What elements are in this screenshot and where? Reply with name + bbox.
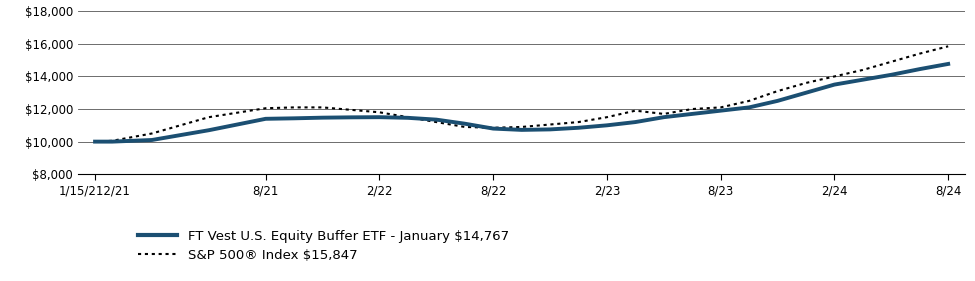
S&P 500® Index $15,847 [488,126,499,130]
FT Vest U.S. Equity Buffer ETF - January $14,767 [106,140,118,143]
S&P 500® Index $15,847 [942,45,954,48]
S&P 500® Index $15,847 [289,106,300,109]
FT Vest U.S. Equity Buffer ETF - January $14,767 [90,140,101,143]
FT Vest U.S. Equity Buffer ETF - January $14,767 [146,138,158,142]
FT Vest U.S. Equity Buffer ETF - January $14,767 [402,116,413,119]
S&P 500® Index $15,847 [203,115,214,119]
FT Vest U.S. Equity Buffer ETF - January $14,767 [658,115,670,119]
S&P 500® Index $15,847 [715,106,726,109]
FT Vest U.S. Equity Buffer ETF - January $14,767 [373,115,385,119]
S&P 500® Index $15,847 [317,106,329,109]
S&P 500® Index $15,847 [572,120,584,124]
S&P 500® Index $15,847 [345,108,357,112]
S&P 500® Index $15,847 [743,99,755,103]
S&P 500® Index $15,847 [857,68,869,72]
S&P 500® Index $15,847 [658,112,670,115]
FT Vest U.S. Equity Buffer ETF - January $14,767 [516,128,527,132]
FT Vest U.S. Equity Buffer ETF - January $14,767 [914,67,925,71]
FT Vest U.S. Equity Buffer ETF - January $14,767 [572,126,584,130]
S&P 500® Index $15,847 [90,140,101,143]
Line: FT Vest U.S. Equity Buffer ETF - January $14,767: FT Vest U.S. Equity Buffer ETF - January… [96,64,948,142]
FT Vest U.S. Equity Buffer ETF - January $14,767 [630,120,642,124]
S&P 500® Index $15,847 [829,75,840,78]
S&P 500® Index $15,847 [259,106,271,110]
S&P 500® Index $15,847 [516,125,527,129]
FT Vest U.S. Equity Buffer ETF - January $14,767 [686,112,698,115]
S&P 500® Index $15,847 [601,115,613,119]
S&P 500® Index $15,847 [459,125,471,129]
S&P 500® Index $15,847 [146,132,158,135]
FT Vest U.S. Equity Buffer ETF - January $14,767 [857,78,869,81]
S&P 500® Index $15,847 [885,60,897,64]
S&P 500® Index $15,847 [106,139,118,142]
S&P 500® Index $15,847 [630,109,642,112]
FT Vest U.S. Equity Buffer ETF - January $14,767 [601,124,613,127]
FT Vest U.S. Equity Buffer ETF - January $14,767 [743,106,755,109]
S&P 500® Index $15,847 [373,111,385,114]
FT Vest U.S. Equity Buffer ETF - January $14,767 [715,109,726,112]
S&P 500® Index $15,847 [800,81,812,85]
S&P 500® Index $15,847 [402,115,413,119]
FT Vest U.S. Equity Buffer ETF - January $14,767 [345,116,357,119]
S&P 500® Index $15,847 [914,52,925,55]
S&P 500® Index $15,847 [686,107,698,111]
Legend: FT Vest U.S. Equity Buffer ETF - January $14,767, S&P 500® Index $15,847: FT Vest U.S. Equity Buffer ETF - January… [137,230,509,262]
Line: S&P 500® Index $15,847: S&P 500® Index $15,847 [96,46,948,142]
FT Vest U.S. Equity Buffer ETF - January $14,767 [259,117,271,121]
S&P 500® Index $15,847 [771,89,783,93]
FT Vest U.S. Equity Buffer ETF - January $14,767 [800,91,812,94]
FT Vest U.S. Equity Buffer ETF - January $14,767 [203,128,214,132]
FT Vest U.S. Equity Buffer ETF - January $14,767 [317,116,329,119]
FT Vest U.S. Equity Buffer ETF - January $14,767 [544,128,556,131]
FT Vest U.S. Equity Buffer ETF - January $14,767 [771,99,783,103]
FT Vest U.S. Equity Buffer ETF - January $14,767 [942,62,954,66]
FT Vest U.S. Equity Buffer ETF - January $14,767 [289,117,300,120]
FT Vest U.S. Equity Buffer ETF - January $14,767 [829,83,840,86]
FT Vest U.S. Equity Buffer ETF - January $14,767 [885,73,897,76]
S&P 500® Index $15,847 [544,123,556,126]
FT Vest U.S. Equity Buffer ETF - January $14,767 [488,127,499,130]
S&P 500® Index $15,847 [430,120,442,124]
FT Vest U.S. Equity Buffer ETF - January $14,767 [459,122,471,125]
FT Vest U.S. Equity Buffer ETF - January $14,767 [430,118,442,121]
